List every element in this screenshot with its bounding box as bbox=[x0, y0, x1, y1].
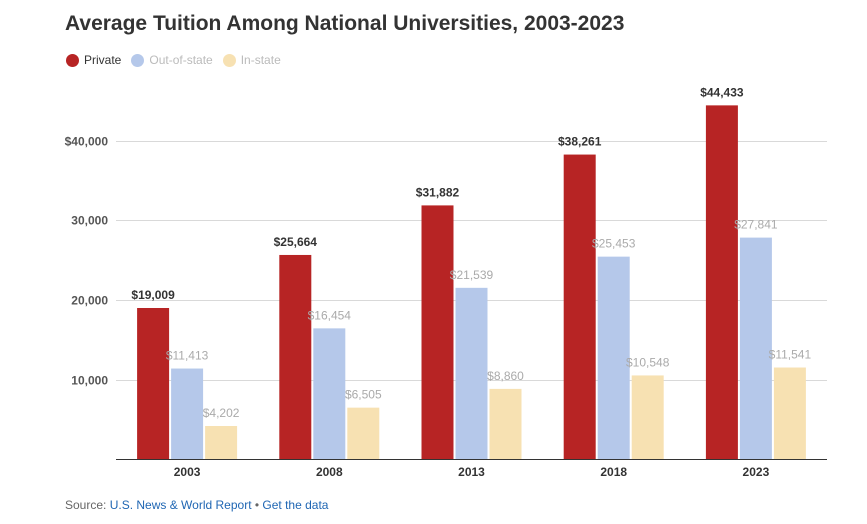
data-label-private-2008: $25,664 bbox=[274, 235, 318, 249]
source-separator: • bbox=[251, 498, 263, 512]
source-link[interactable]: U.S. News & World Report bbox=[109, 498, 252, 512]
data-label-in-state-2018: $10,548 bbox=[626, 355, 670, 369]
data-label-private-2023: $44,433 bbox=[700, 85, 744, 99]
legend-label-out-of-state: Out-of-state bbox=[149, 53, 213, 67]
legend-item-private[interactable]: Private bbox=[66, 53, 121, 67]
legend-swatch-in-state bbox=[222, 53, 236, 67]
y-tick-label-30000: 30,000 bbox=[71, 214, 108, 228]
legend-swatch-private bbox=[66, 53, 79, 67]
x-tick-label-2008: 2008 bbox=[316, 465, 343, 479]
data-label-private-2003: $19,009 bbox=[131, 288, 175, 302]
data-label-out-of-state-2003: $11,413 bbox=[166, 349, 209, 363]
bar-out-of-state-2023 bbox=[739, 237, 772, 460]
legend-label-in-state: In-state bbox=[240, 53, 281, 67]
bar-private-2018 bbox=[563, 154, 596, 460]
bar-private-2003 bbox=[137, 307, 170, 460]
bar-in-state-2023 bbox=[773, 367, 806, 460]
x-tick-label-2003: 2003 bbox=[174, 465, 201, 479]
y-tick-label-40000: $40,000 bbox=[65, 135, 109, 149]
bar-out-of-state-2018 bbox=[597, 256, 630, 460]
data-label-private-2013: $31,882 bbox=[416, 185, 460, 199]
bar-in-state-2013 bbox=[489, 388, 522, 460]
legend-item-out-of-state[interactable]: Out-of-state bbox=[131, 53, 213, 67]
legend-item-in-state[interactable]: In-state bbox=[222, 53, 281, 67]
x-tick-label-2023: 2023 bbox=[743, 465, 770, 479]
bar-private-2013 bbox=[421, 205, 454, 460]
bar-private-2023 bbox=[705, 105, 738, 460]
bar-in-state-2003 bbox=[205, 426, 238, 460]
data-label-in-state-2008: $6,505 bbox=[345, 388, 382, 402]
data-label-in-state-2013: $8,860 bbox=[487, 369, 524, 383]
data-label-out-of-state-2013: $21,539 bbox=[450, 268, 494, 282]
data-label-out-of-state-2023: $27,841 bbox=[734, 218, 778, 232]
data-label-private-2018: $38,261 bbox=[558, 135, 602, 149]
y-tick-label-20000: 20,000 bbox=[71, 294, 108, 308]
bar-out-of-state-2008 bbox=[313, 328, 346, 460]
chart-title: Average Tuition Among National Universit… bbox=[65, 12, 625, 35]
bar-private-2008 bbox=[279, 254, 312, 460]
data-label-in-state-2023: $11,541 bbox=[769, 348, 812, 362]
get-the-data-link[interactable]: Get the data bbox=[262, 498, 329, 512]
legend-label-private: Private bbox=[84, 53, 122, 67]
source-prefix: Source: bbox=[65, 498, 110, 512]
x-tick-label-2013: 2013 bbox=[458, 465, 485, 479]
chart-legend: Private Out-of-state In-state bbox=[66, 53, 291, 67]
source-note: Source: U.S. News & World Report • Get t… bbox=[65, 498, 328, 512]
bar-in-state-2008 bbox=[347, 407, 380, 460]
y-tick-label-10000: 10,000 bbox=[71, 374, 108, 388]
x-tick-label-2018: 2018 bbox=[600, 465, 627, 479]
bar-out-of-state-2003 bbox=[171, 368, 204, 460]
bar-out-of-state-2013 bbox=[455, 287, 488, 460]
data-label-out-of-state-2018: $25,453 bbox=[592, 237, 636, 251]
legend-swatch-out-of-state bbox=[131, 53, 145, 67]
bar-in-state-2018 bbox=[631, 375, 664, 460]
data-label-out-of-state-2008: $16,454 bbox=[308, 308, 352, 322]
data-label-in-state-2003: $4,202 bbox=[203, 406, 240, 420]
